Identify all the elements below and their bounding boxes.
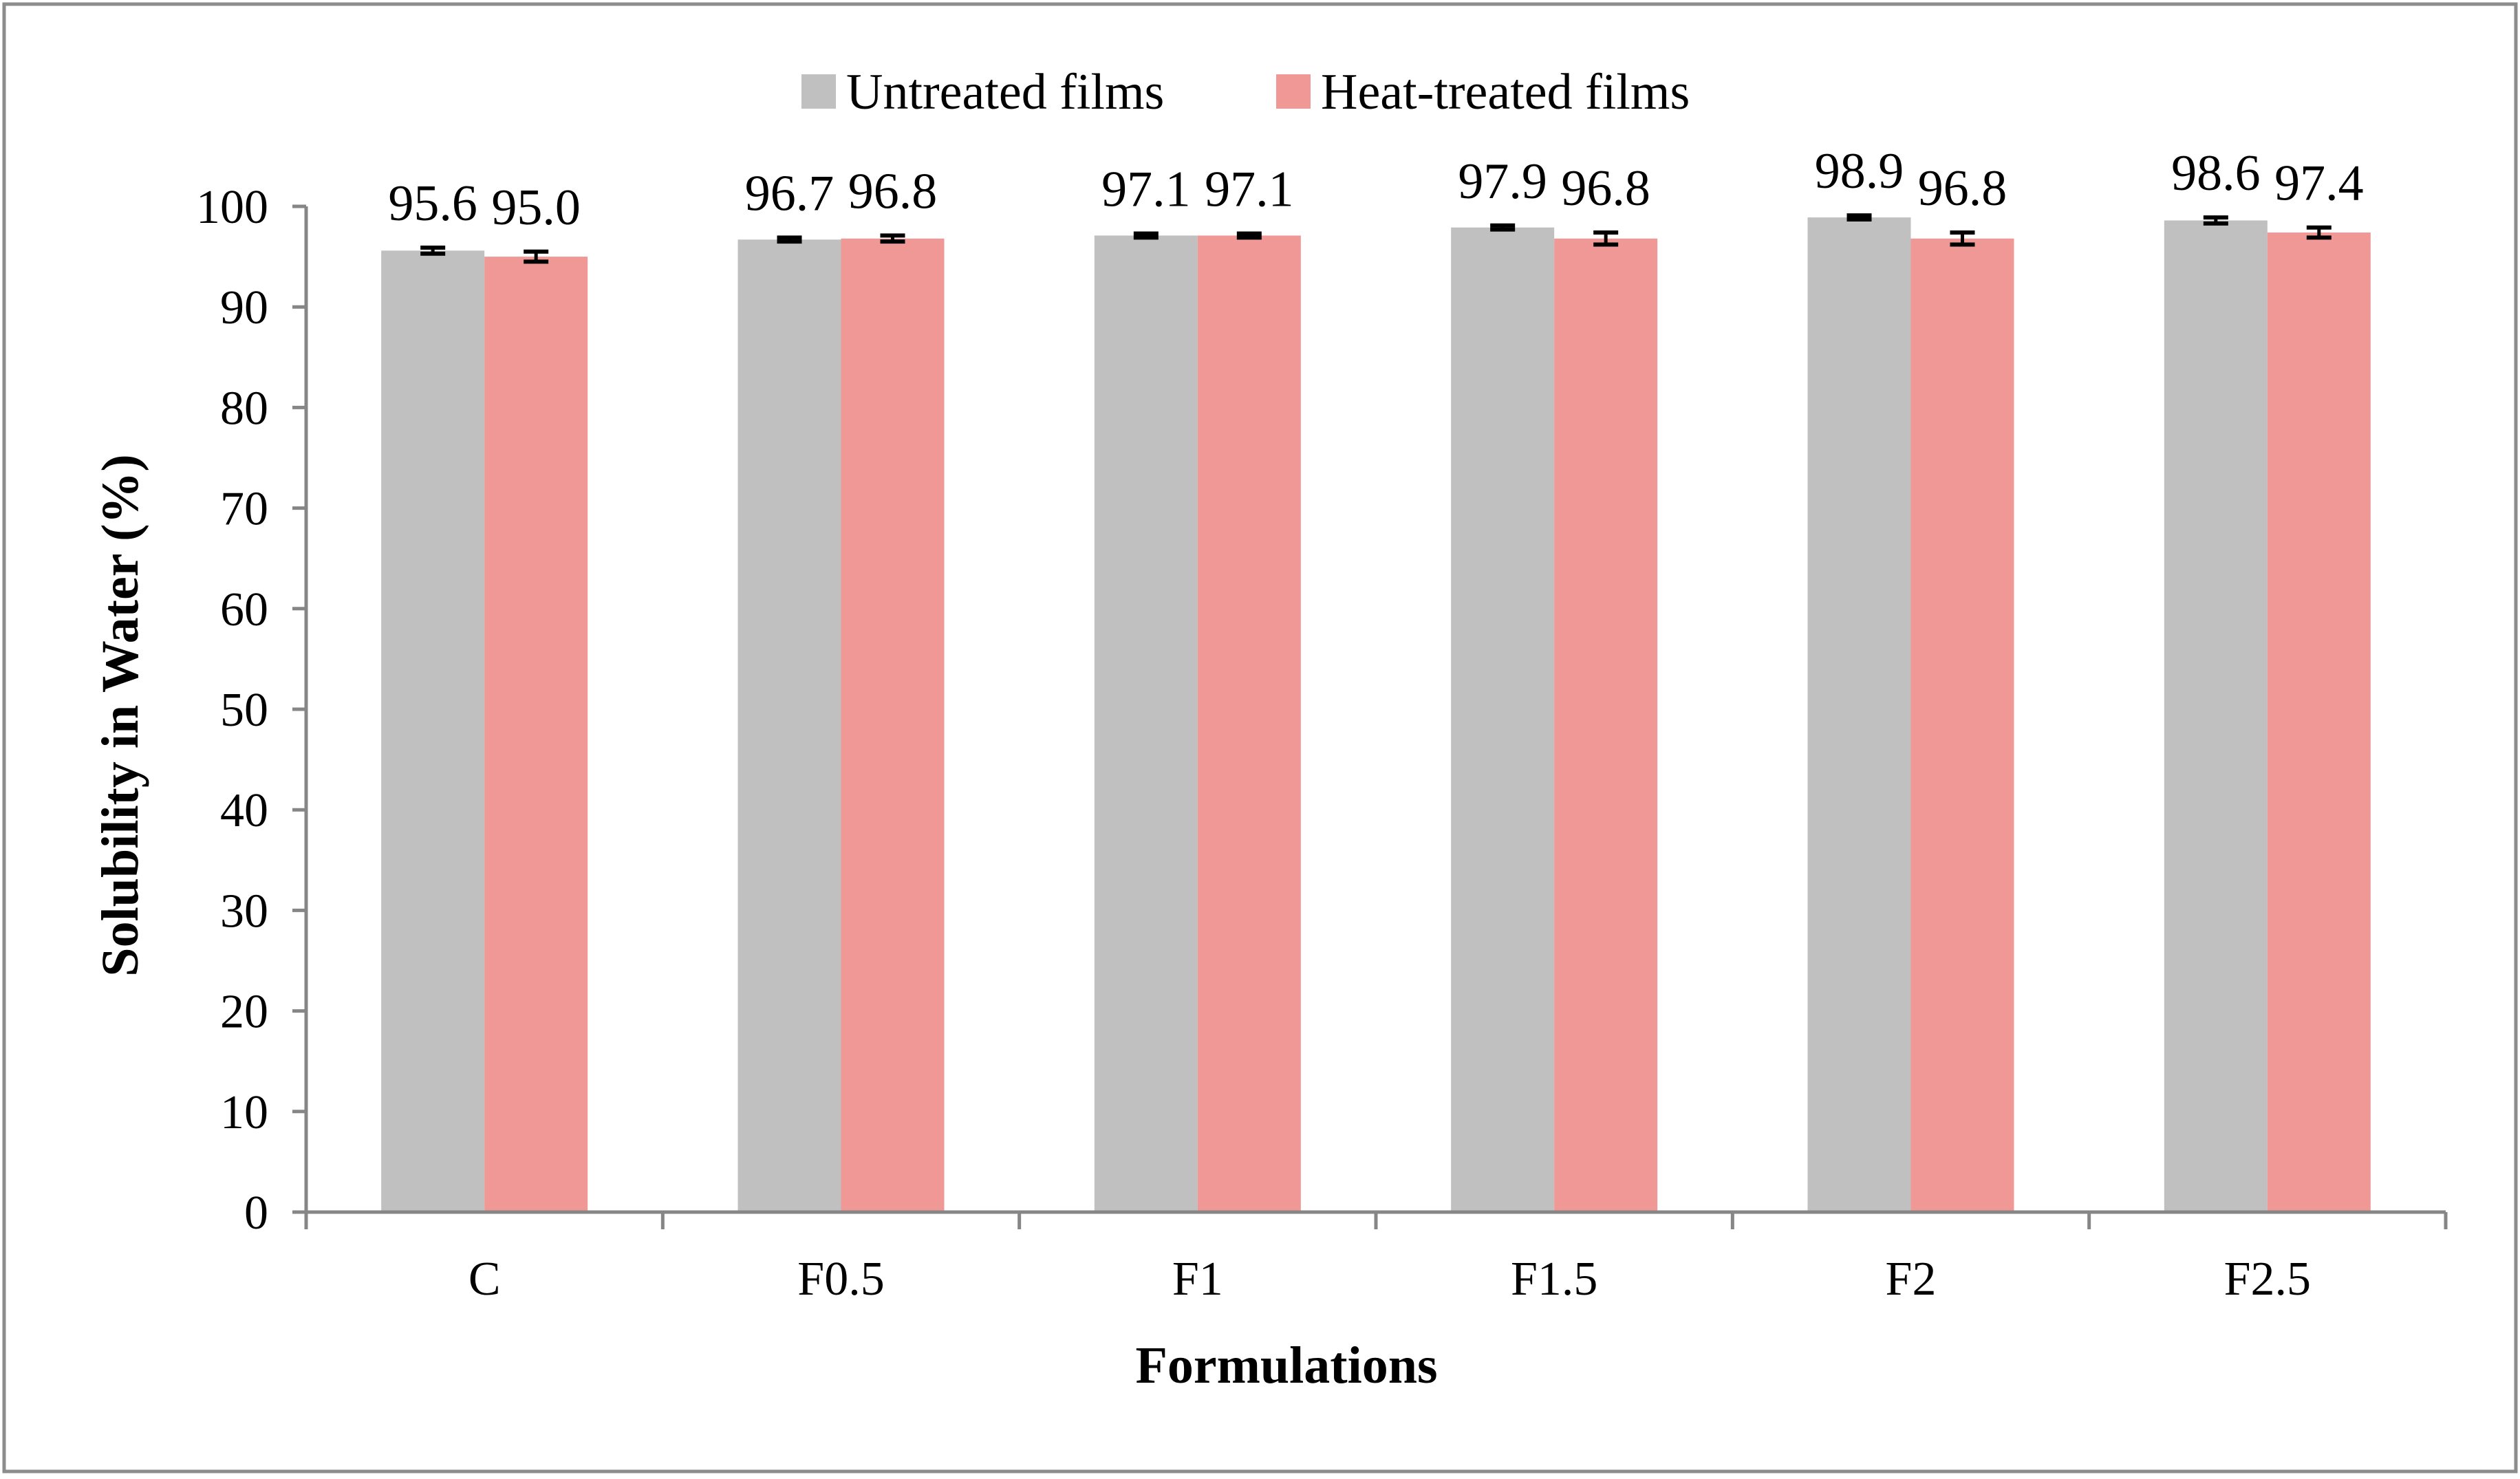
bar-untreated-films-f1-5 xyxy=(1451,227,1555,1212)
data-label: 97.1 xyxy=(1101,161,1191,217)
y-tick-label: 30 xyxy=(220,885,268,938)
bar-heat-treated-films-f1-5 xyxy=(1554,238,1658,1213)
bar-heat-treated-films-c xyxy=(484,257,588,1213)
legend-swatch xyxy=(801,74,836,109)
error-bar xyxy=(2203,215,2228,226)
data-label: 96.8 xyxy=(848,163,938,219)
y-tick-label: 80 xyxy=(220,382,268,435)
data-label: 95.0 xyxy=(491,180,581,236)
bar-untreated-films-f1 xyxy=(1094,235,1198,1213)
y-axis-title: Solubility in Water (%) xyxy=(91,454,149,976)
error-bar xyxy=(880,233,905,244)
error-bar xyxy=(1950,230,1975,247)
legend-swatch xyxy=(1276,74,1311,109)
legend-label: Heat-treated films xyxy=(1321,64,1690,120)
error-bar xyxy=(524,249,549,264)
bar-untreated-films-f2-5 xyxy=(2164,220,2268,1212)
legend-label: Untreated films xyxy=(846,64,1164,120)
bar-heat-treated-films-f0-5 xyxy=(841,238,945,1213)
data-label: 97.9 xyxy=(1458,153,1547,210)
y-tick-label: 10 xyxy=(220,1086,268,1139)
bar-untreated-films-f2 xyxy=(1807,217,1911,1212)
y-tick-label: 100 xyxy=(196,181,268,234)
y-tick-label: 40 xyxy=(220,784,268,837)
error-bar xyxy=(2306,225,2331,240)
bar-untreated-films-c xyxy=(381,250,485,1212)
y-tick-label: 60 xyxy=(220,583,268,636)
y-tick-label: 50 xyxy=(220,684,268,737)
data-label: 98.6 xyxy=(2171,145,2261,202)
error-bar xyxy=(1490,223,1516,232)
y-tick-label: 90 xyxy=(220,281,268,334)
data-label: 97.4 xyxy=(2274,155,2364,212)
x-tick-label: F1.5 xyxy=(1511,1253,1597,1306)
error-bar xyxy=(1133,231,1159,240)
x-tick-label: C xyxy=(469,1253,501,1306)
bar-heat-treated-films-f1 xyxy=(1197,235,1301,1213)
x-axis-title: Formulations xyxy=(1135,1337,1437,1394)
y-tick-label: 70 xyxy=(220,483,268,536)
x-tick-label: F2 xyxy=(1886,1253,1937,1306)
data-label: 95.6 xyxy=(388,175,477,232)
data-label: 96.8 xyxy=(1918,160,2007,217)
data-label: 96.8 xyxy=(1561,160,1650,217)
data-label: 97.1 xyxy=(1205,161,1294,217)
data-label: 98.9 xyxy=(1815,143,1904,199)
bar-untreated-films-f0-5 xyxy=(737,239,841,1213)
data-label: 96.7 xyxy=(745,165,834,222)
x-tick-label: F1 xyxy=(1172,1253,1223,1306)
legend-item-heat-treated-films: Heat-treated films xyxy=(1276,64,1690,120)
y-tick-label: 20 xyxy=(220,986,268,1039)
x-tick-label: F2.5 xyxy=(2224,1253,2311,1306)
legend-item-untreated-films: Untreated films xyxy=(801,64,1164,120)
error-bar xyxy=(1846,213,1872,222)
error-bar xyxy=(777,235,802,244)
y-tick-label: 0 xyxy=(244,1187,268,1240)
bar-heat-treated-films-f2 xyxy=(1910,238,2014,1213)
error-bar xyxy=(1236,231,1262,240)
bar-heat-treated-films-f2-5 xyxy=(2267,233,2371,1213)
error-bar xyxy=(420,245,446,256)
error-bar xyxy=(1593,230,1619,247)
x-tick-label: F0.5 xyxy=(797,1253,884,1306)
